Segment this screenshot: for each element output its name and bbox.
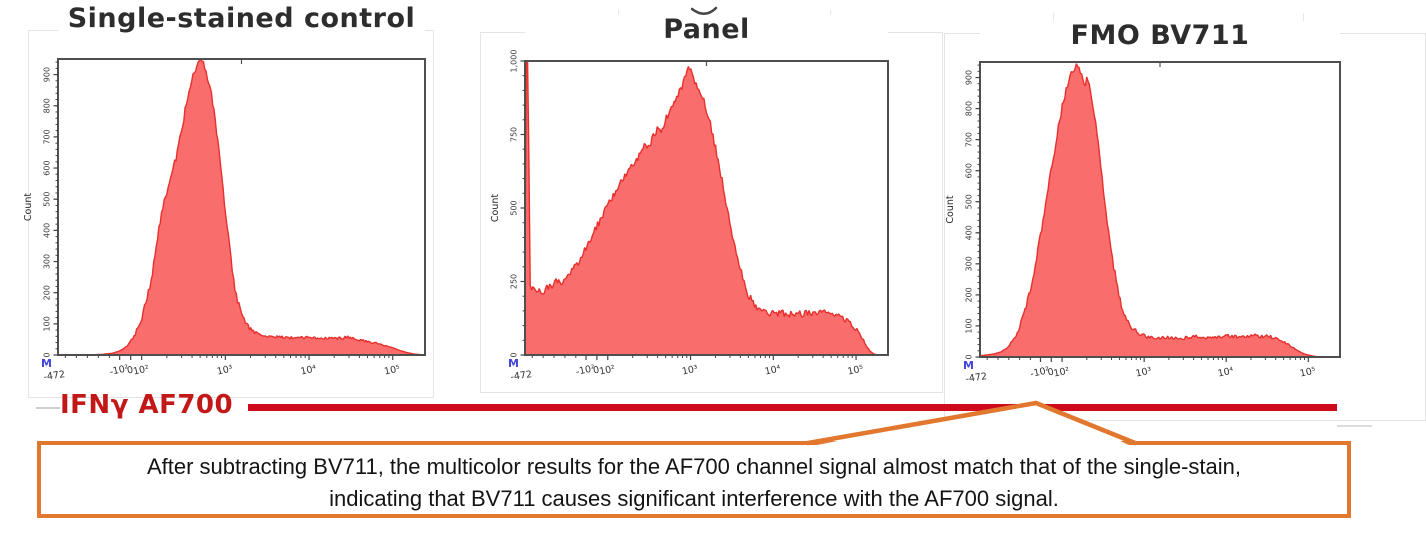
svg-text:200: 200 <box>43 285 52 300</box>
svg-text:1,000: 1,000 <box>510 50 519 73</box>
shared-x-axis-red-line <box>248 404 1337 411</box>
svg-text:250: 250 <box>510 274 519 289</box>
svg-text:900: 900 <box>965 70 974 85</box>
svg-text:400: 400 <box>43 223 52 238</box>
annotation-callout: After subtracting BV711, the multicolor … <box>37 441 1351 518</box>
svg-text:200: 200 <box>965 287 974 302</box>
svg-text:0: 0 <box>1047 367 1055 379</box>
cropped-arc-decoration <box>690 6 718 15</box>
svg-text:750: 750 <box>510 127 519 142</box>
svg-text:100: 100 <box>43 316 52 331</box>
svg-text:-472: -472 <box>43 369 66 383</box>
svg-text:10²: 10² <box>1053 365 1071 379</box>
svg-text:700: 700 <box>43 129 52 144</box>
svg-text:M: M <box>41 357 52 370</box>
chart-title-single-stained-control: Single-stained control <box>58 4 425 34</box>
svg-text:-472: -472 <box>965 371 988 385</box>
svg-text:Count: Count <box>945 195 956 223</box>
svg-text:-10²: -10² <box>1029 365 1050 380</box>
svg-text:300: 300 <box>43 254 52 269</box>
svg-text:0: 0 <box>43 352 52 357</box>
svg-text:10⁴: 10⁴ <box>764 363 782 377</box>
svg-text:Count: Count <box>490 194 501 222</box>
chart-title-panel: Panel <box>525 15 888 45</box>
svg-text:500: 500 <box>43 192 52 207</box>
svg-text:-10²: -10² <box>109 363 130 378</box>
svg-text:10³: 10³ <box>1135 365 1153 379</box>
svg-text:600: 600 <box>43 160 52 175</box>
svg-text:10⁵: 10⁵ <box>1299 365 1317 379</box>
svg-text:900: 900 <box>43 67 52 82</box>
svg-text:10⁵: 10⁵ <box>383 363 401 377</box>
svg-text:500: 500 <box>510 200 519 215</box>
svg-text:500: 500 <box>965 194 974 209</box>
svg-text:800: 800 <box>43 98 52 113</box>
svg-text:10³: 10³ <box>216 363 234 377</box>
svg-text:-10²: -10² <box>575 363 596 378</box>
chart-title-fmo-bv711: FMO BV711 <box>980 21 1340 51</box>
svg-text:800: 800 <box>965 101 974 116</box>
svg-text:100: 100 <box>965 318 974 333</box>
svg-text:0: 0 <box>126 365 134 377</box>
svg-text:700: 700 <box>965 132 974 147</box>
x-axis-shared-label: IFNγ AF700 <box>60 390 234 420</box>
svg-text:0: 0 <box>592 365 600 377</box>
svg-text:10⁴: 10⁴ <box>300 363 318 377</box>
svg-text:10³: 10³ <box>681 363 699 377</box>
svg-text:10²: 10² <box>598 363 616 377</box>
svg-text:300: 300 <box>965 256 974 271</box>
svg-text:10²: 10² <box>132 363 150 377</box>
svg-text:M: M <box>963 359 974 372</box>
callout-text-line2: indicating that BV711 causes significant… <box>329 485 1059 511</box>
svg-text:-472: -472 <box>510 369 533 383</box>
svg-text:M: M <box>508 357 519 370</box>
histogram-single-stained-control: 0100200300400500600700800900Count-10²010… <box>23 58 426 383</box>
svg-text:10⁴: 10⁴ <box>1217 365 1235 379</box>
svg-text:0: 0 <box>965 354 974 359</box>
histogram-fmo-bv711: 0100200300400500600700800900Count-10²010… <box>945 61 1341 385</box>
svg-text:10⁵: 10⁵ <box>847 363 865 377</box>
svg-text:Count: Count <box>23 193 34 221</box>
svg-text:600: 600 <box>965 163 974 178</box>
callout-text-line1: After subtracting BV711, the multicolor … <box>146 454 1242 479</box>
svg-text:0: 0 <box>510 352 519 357</box>
svg-text:400: 400 <box>965 225 974 240</box>
